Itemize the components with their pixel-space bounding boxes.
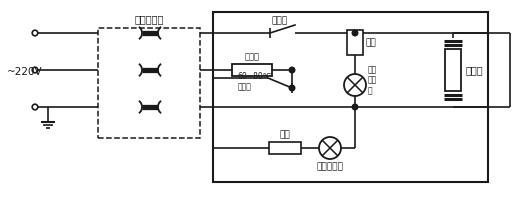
Circle shape xyxy=(352,104,358,110)
Bar xyxy=(445,49,461,91)
Circle shape xyxy=(352,30,358,36)
Text: 电阻: 电阻 xyxy=(365,38,376,47)
Bar xyxy=(232,64,272,76)
Bar xyxy=(269,142,301,154)
Text: 限温器: 限温器 xyxy=(272,17,288,25)
Text: 熔断器: 熔断器 xyxy=(244,52,260,61)
Text: ~220V: ~220V xyxy=(7,67,42,77)
Bar xyxy=(347,30,363,55)
Text: 发热器: 发热器 xyxy=(466,65,483,75)
Circle shape xyxy=(344,74,366,96)
Bar xyxy=(213,12,488,182)
Circle shape xyxy=(289,67,295,73)
Circle shape xyxy=(289,85,295,91)
Circle shape xyxy=(319,137,341,159)
Text: 电阻: 电阻 xyxy=(280,130,290,139)
Text: 煮饭
指示
灯: 煮饭 指示 灯 xyxy=(368,65,377,95)
Text: 保温指示灯: 保温指示灯 xyxy=(316,162,343,171)
Bar xyxy=(98,28,200,138)
Text: 60~80℃
保温器: 60~80℃ 保温器 xyxy=(238,72,272,92)
Text: 电源连接器: 电源连接器 xyxy=(134,14,164,24)
